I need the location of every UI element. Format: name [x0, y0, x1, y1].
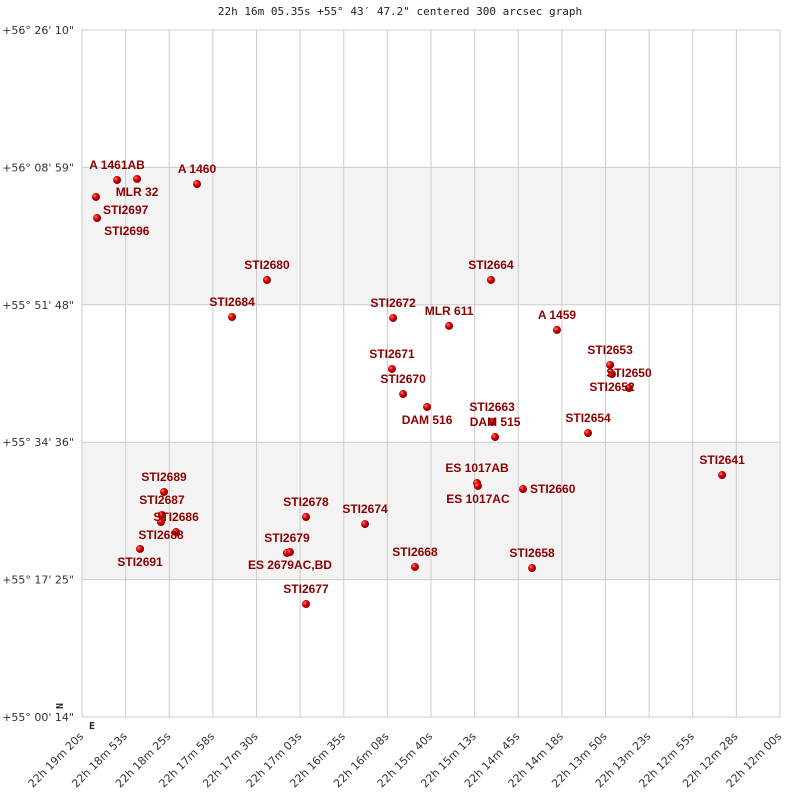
star-label: STI2687 — [139, 493, 185, 507]
star-label: STI2678 — [283, 495, 329, 509]
compass-north-label: N — [53, 703, 64, 709]
star-point[interactable] — [193, 180, 202, 189]
star-point[interactable] — [91, 192, 100, 201]
star-label: A 1459 — [538, 308, 577, 322]
star-label: STI2691 — [117, 555, 163, 569]
star-label: STI2664 — [468, 258, 514, 272]
star-label: STI2670 — [380, 372, 426, 386]
star-point[interactable] — [301, 600, 310, 609]
star-point[interactable] — [285, 548, 294, 557]
star-label: STI2688 — [138, 528, 184, 542]
star-point[interactable] — [113, 176, 122, 185]
star-label: STI2671 — [369, 347, 415, 361]
star-label: STI2660 — [530, 482, 576, 496]
star-label: STI2652 — [589, 380, 635, 394]
star-point[interactable] — [491, 433, 500, 442]
star-label: STI2668 — [392, 545, 438, 559]
star-label: STI2674 — [342, 502, 388, 516]
y-tick-label: +55° 00' 14" — [2, 711, 74, 724]
star-label: STI2641 — [699, 453, 745, 467]
star-point[interactable] — [160, 487, 169, 496]
star-point[interactable] — [528, 564, 537, 573]
star-label: STI2686 — [153, 510, 199, 524]
star-point[interactable] — [136, 544, 145, 553]
star-label: STI2677 — [283, 582, 329, 596]
star-point[interactable] — [157, 518, 166, 527]
star-label: STI2680 — [244, 258, 290, 272]
star-point[interactable] — [228, 313, 237, 322]
star-label: ES 1017AC — [446, 492, 510, 506]
star-point[interactable] — [133, 174, 142, 183]
star-label: MLR 611 — [425, 304, 474, 318]
chart-title: 22h 16m 05.35s +55° 43′ 47.2" centered 3… — [217, 5, 583, 18]
y-tick-label: +55° 34' 36" — [2, 436, 74, 449]
star-label: A 1461AB — [89, 158, 145, 172]
star-point[interactable] — [519, 485, 528, 494]
y-tick-label: +55° 51' 48" — [2, 299, 74, 312]
star-point[interactable] — [423, 402, 432, 411]
compass-east-label: E — [89, 721, 95, 732]
star-label: STI2663 — [469, 400, 515, 414]
star-point[interactable] — [445, 321, 454, 330]
star-point[interactable] — [608, 370, 617, 379]
star-label: STI2672 — [370, 296, 416, 310]
star-label: DAM 516 — [402, 413, 453, 427]
star-label: STI2697 — [103, 203, 149, 217]
star-point[interactable] — [301, 513, 310, 522]
star-point[interactable] — [410, 562, 419, 571]
star-point[interactable] — [172, 528, 181, 537]
star-label: STI2684 — [209, 295, 255, 309]
star-label: STI2658 — [509, 546, 555, 560]
star-label: STI2653 — [587, 343, 633, 357]
star-label: ES 1017AB — [445, 461, 509, 475]
star-label: ES 2679AC,BD — [248, 558, 332, 572]
star-label: STI2679 — [264, 531, 310, 545]
star-label: STI2654 — [565, 411, 611, 425]
star-label: STI2650 — [606, 366, 652, 380]
star-point[interactable] — [718, 471, 727, 480]
star-point[interactable] — [387, 364, 396, 373]
star-point[interactable] — [552, 325, 561, 334]
star-point[interactable] — [399, 390, 408, 399]
star-label: STI2689 — [141, 470, 187, 484]
star-point[interactable] — [624, 384, 633, 393]
star-point[interactable] — [93, 214, 102, 223]
star-point[interactable] — [584, 429, 593, 438]
y-tick-label: +55° 17' 25" — [2, 574, 74, 587]
star-point[interactable] — [488, 418, 497, 427]
star-point[interactable] — [473, 481, 482, 490]
star-point[interactable] — [262, 275, 271, 284]
star-point[interactable] — [361, 520, 370, 529]
star-label: DAM 515 — [470, 415, 521, 429]
plot-border — [81, 29, 781, 718]
star-point[interactable] — [486, 275, 495, 284]
star-label: A 1460 — [178, 162, 217, 176]
y-tick-label: +56° 26' 10" — [2, 24, 74, 37]
star-point[interactable] — [157, 511, 166, 520]
y-tick-label: +56° 08' 59" — [2, 161, 74, 174]
star-label: MLR 32 — [116, 185, 159, 199]
star-point[interactable] — [606, 360, 615, 369]
star-point[interactable] — [389, 313, 398, 322]
star-label: STI2696 — [104, 224, 150, 238]
